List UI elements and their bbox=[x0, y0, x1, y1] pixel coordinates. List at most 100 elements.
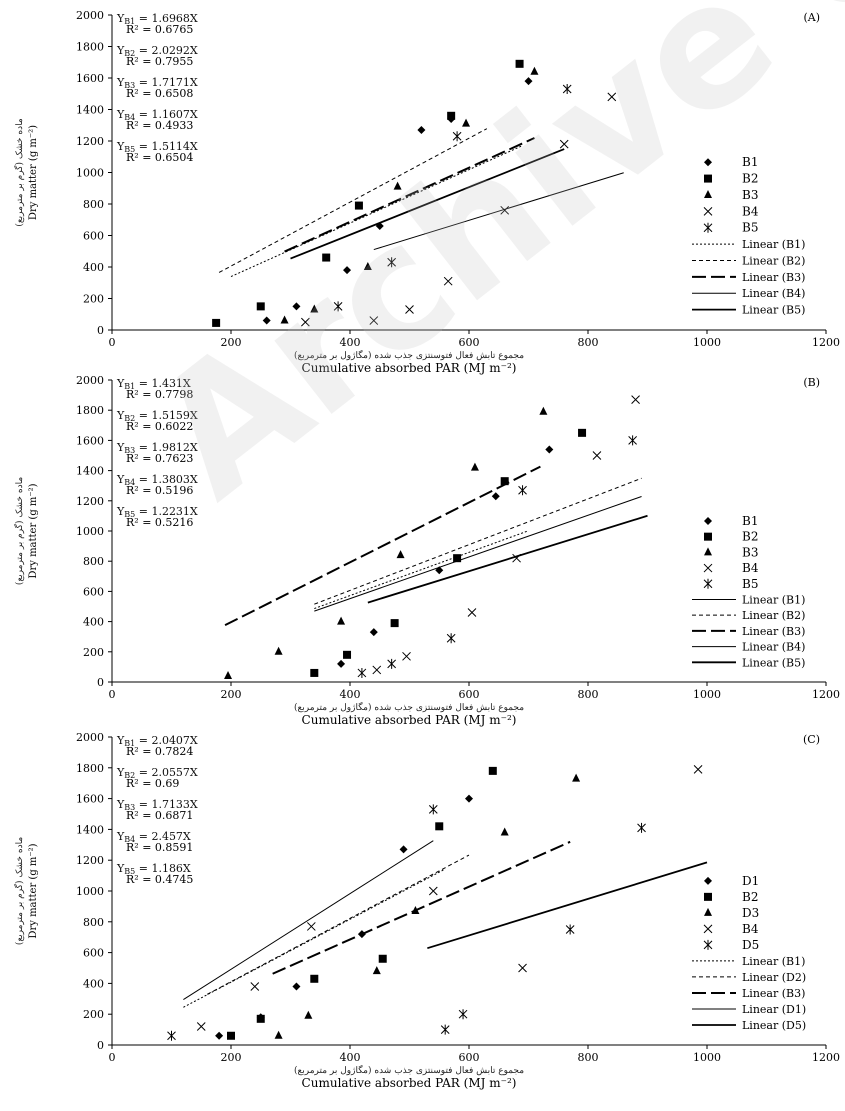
legend-label: B2 bbox=[742, 530, 758, 544]
data-point-b2 bbox=[488, 766, 497, 775]
data-point-b3 bbox=[396, 550, 405, 559]
legend-label: Linear (B1) bbox=[742, 955, 805, 968]
legend-label: Linear (B3) bbox=[742, 271, 805, 284]
y-tick-label: 200 bbox=[83, 646, 104, 659]
y-tick-label: 800 bbox=[83, 198, 104, 211]
data-point-b5 bbox=[357, 667, 367, 678]
regression-equation: YB1 = 1.6968X bbox=[116, 12, 198, 26]
regression-equation: YB4 = 2.457X bbox=[116, 830, 191, 844]
y-tick-label: 1600 bbox=[76, 434, 104, 447]
y-tick-label: 1200 bbox=[76, 495, 104, 508]
x-tick-label: 200 bbox=[221, 336, 242, 349]
data-point-b2 bbox=[256, 302, 265, 311]
y-tick-label: 600 bbox=[83, 230, 104, 243]
data-point-b4 bbox=[500, 205, 510, 215]
data-point-b2 bbox=[378, 954, 387, 963]
regression-line-linearb4 bbox=[183, 840, 434, 1001]
data-point-b5 bbox=[167, 1030, 176, 1041]
legend-label: B4 bbox=[742, 204, 759, 218]
y-tick-label: 1400 bbox=[76, 104, 104, 117]
data-point-b5 bbox=[628, 435, 637, 446]
legend-marker bbox=[703, 206, 713, 216]
data-point-b3 bbox=[462, 118, 471, 127]
regression-equation: YB2 = 2.0557X bbox=[116, 766, 198, 780]
x-tick-label: 1200 bbox=[812, 336, 840, 349]
panel-label: (B) bbox=[803, 376, 820, 389]
x-axis-label-persian: مجموع تابش فعال فتوسنتزی جذب شده (مگاژول… bbox=[294, 701, 524, 713]
regression-r2: R² = 0.7623 bbox=[126, 452, 193, 465]
y-axis-label-persian: ماده خشک (گرم بر مترمربع) bbox=[13, 118, 25, 226]
legend-label: B3 bbox=[742, 188, 758, 202]
regression-r2: R² = 0.4745 bbox=[126, 873, 193, 886]
y-axis-label-persian: ماده خشک (گرم بر مترمربع) bbox=[13, 477, 25, 585]
legend-marker bbox=[703, 222, 713, 233]
data-point-b4 bbox=[196, 1022, 206, 1031]
regression-r2: R² = 0.4933 bbox=[126, 119, 193, 132]
data-point-b3 bbox=[372, 966, 381, 975]
x-tick-label: 600 bbox=[459, 336, 480, 349]
data-point-b1 bbox=[465, 794, 473, 803]
data-point-b2 bbox=[343, 650, 352, 659]
regression-r2: R² = 0.7798 bbox=[126, 388, 193, 401]
regression-r2: R² = 0.6508 bbox=[126, 87, 193, 100]
x-tick-label: 1200 bbox=[812, 1051, 840, 1064]
y-tick-label: 2000 bbox=[76, 731, 104, 744]
legend-label: B4 bbox=[742, 922, 759, 936]
data-point-b1 bbox=[337, 659, 346, 668]
data-point-b3 bbox=[530, 66, 539, 75]
data-point-b2 bbox=[500, 477, 509, 486]
legend-label: Linear (B2) bbox=[742, 254, 805, 267]
regression-equation: YB5 = 1.5114X bbox=[116, 140, 198, 154]
data-point-b1 bbox=[292, 302, 301, 311]
regression-equation: YB2 = 2.0292X bbox=[116, 44, 198, 58]
data-point-b4 bbox=[402, 651, 411, 661]
data-point-b1 bbox=[435, 566, 444, 575]
regression-line-linearb1 bbox=[314, 530, 529, 610]
data-point-b5 bbox=[565, 924, 575, 935]
data-point-b4 bbox=[693, 764, 703, 774]
legend-label: B2 bbox=[742, 172, 758, 186]
legend-label: Linear (B4) bbox=[742, 641, 805, 654]
legend-marker bbox=[703, 578, 713, 589]
regression-line-linearb5 bbox=[290, 148, 565, 260]
legend-marker bbox=[704, 532, 712, 541]
data-point-b1 bbox=[399, 845, 408, 854]
legend-label: B5 bbox=[742, 221, 758, 235]
data-point-b3 bbox=[363, 262, 372, 270]
y-axis-label-persian: ماده خشک (گرم بر مترمربع) bbox=[13, 837, 25, 945]
regression-equation: YB4 = 1.3803X bbox=[116, 473, 198, 487]
panel-label: (A) bbox=[803, 11, 820, 24]
data-point-b3 bbox=[310, 304, 319, 313]
data-point-b4 bbox=[512, 553, 521, 563]
data-point-b2 bbox=[447, 111, 456, 120]
regression-line-linearb4 bbox=[314, 496, 642, 612]
legend-label: Linear (B1) bbox=[742, 238, 805, 251]
y-tick-label: 1000 bbox=[76, 525, 104, 538]
chart-panel-3: 0 200 400 600 800 1000 1200 1400 1600 1800 2000 0 20… bbox=[13, 731, 840, 1090]
legend-marker bbox=[703, 924, 713, 934]
x-tick-label: 400 bbox=[340, 1051, 361, 1064]
x-tick-label: 0 bbox=[109, 1051, 116, 1064]
x-tick-label: 200 bbox=[221, 1051, 242, 1064]
data-point-b4 bbox=[559, 139, 569, 149]
data-point-b2 bbox=[227, 1031, 235, 1040]
regression-equation: YB3 = 1.7171X bbox=[116, 76, 198, 90]
x-tick-label: 600 bbox=[459, 1051, 480, 1064]
data-point-b4 bbox=[405, 305, 414, 314]
legend-label: D3 bbox=[742, 906, 759, 920]
data-point-b5 bbox=[458, 1009, 468, 1020]
y-tick-label: 1800 bbox=[76, 762, 104, 775]
legend-label: B5 bbox=[742, 577, 758, 591]
regression-r2: R² = 0.6022 bbox=[126, 420, 193, 433]
data-point-b3 bbox=[224, 670, 233, 679]
legend-label: D5 bbox=[742, 938, 759, 952]
data-point-b4 bbox=[467, 608, 477, 617]
data-point-b1 bbox=[215, 1031, 224, 1040]
y-axis-label: Dry matter (g m⁻²) bbox=[28, 843, 39, 938]
regression-r2: R² = 0.6871 bbox=[126, 809, 193, 822]
legend-marker bbox=[704, 174, 712, 183]
x-tick-label: 0 bbox=[109, 688, 116, 701]
data-point-b3 bbox=[274, 646, 283, 655]
data-point-b3 bbox=[572, 773, 581, 782]
